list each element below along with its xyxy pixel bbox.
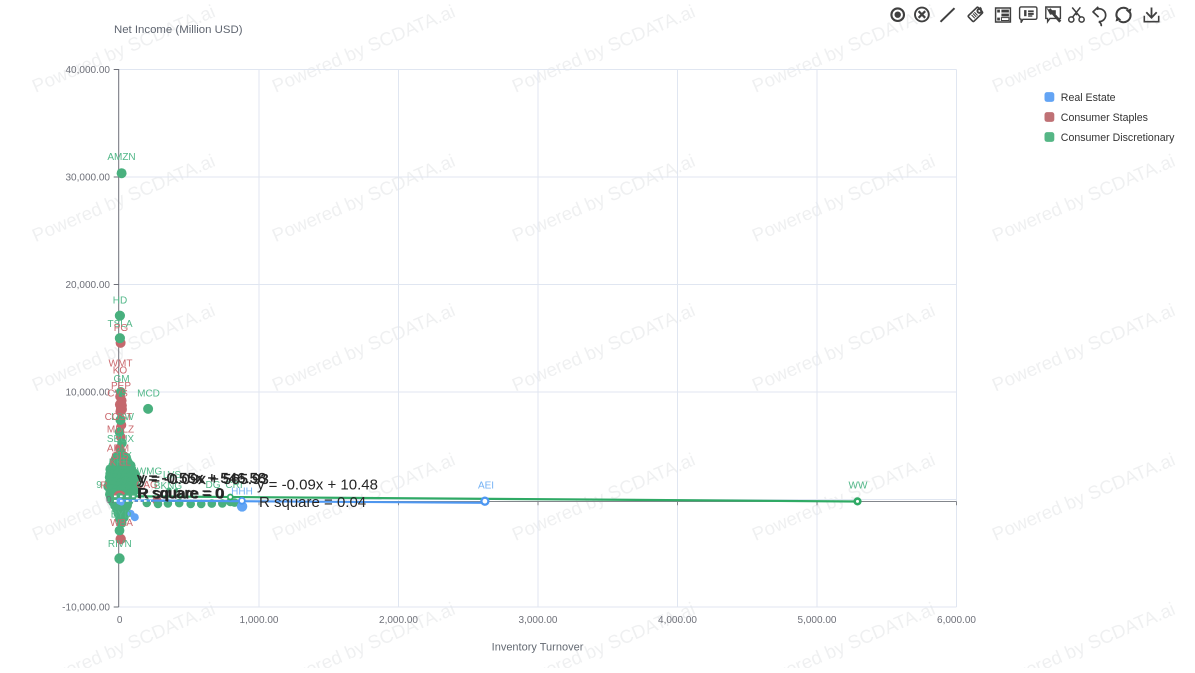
svg-text:1,000.00: 1,000.00 [240,615,279,626]
svg-text:COST: COST [105,412,133,423]
svg-text:Consumer Discretionary: Consumer Discretionary [1061,132,1175,144]
svg-text:EL: EL [119,458,132,469]
svg-text:20,000.00: 20,000.00 [66,280,111,291]
svg-text:30,000.00: 30,000.00 [66,173,111,184]
svg-text:R square = 0: R square = 0 [138,486,224,503]
svg-text:Net Income (Million USD): Net Income (Million USD) [114,24,243,36]
svg-text:4,000.00: 4,000.00 [658,615,697,626]
svg-text:PG: PG [114,323,129,334]
svg-text:HD: HD [113,296,127,307]
svg-text:R square = 0.04: R square = 0.04 [259,494,366,511]
svg-text:-10,000.00: -10,000.00 [62,603,110,614]
svg-text:WBA: WBA [110,518,133,529]
svg-text:40,000.00: 40,000.00 [66,65,111,76]
svg-text:0: 0 [117,615,123,626]
svg-text:Consumer Staples: Consumer Staples [1061,112,1148,124]
svg-text:R: R [100,481,107,492]
svg-text:CVS: CVS [107,388,128,399]
svg-text:K: K [110,458,117,469]
svg-text:Inventory Turnover: Inventory Turnover [492,642,584,654]
svg-text:3,000.00: 3,000.00 [519,615,558,626]
svg-text:6,000.00: 6,000.00 [937,615,976,626]
svg-text:KO: KO [113,365,128,376]
svg-text:MDLZ: MDLZ [107,424,134,435]
svg-text:y = -0.09x + 10.48: y = -0.09x + 10.48 [257,477,378,494]
svg-text:Real Estate: Real Estate [1061,92,1116,104]
svg-text:AMZN: AMZN [107,152,135,163]
svg-text:AEI: AEI [478,480,494,491]
svg-text:10,000.00: 10,000.00 [66,388,111,399]
svg-text:WW: WW [849,481,868,492]
svg-text:5,000.00: 5,000.00 [798,615,837,626]
svg-text:HHH: HHH [231,487,253,498]
svg-text:RIVN: RIVN [108,539,132,550]
svg-text:MCD: MCD [137,389,160,400]
svg-text:0.: 0. [106,495,114,506]
svg-text:2,000.00: 2,000.00 [379,615,418,626]
